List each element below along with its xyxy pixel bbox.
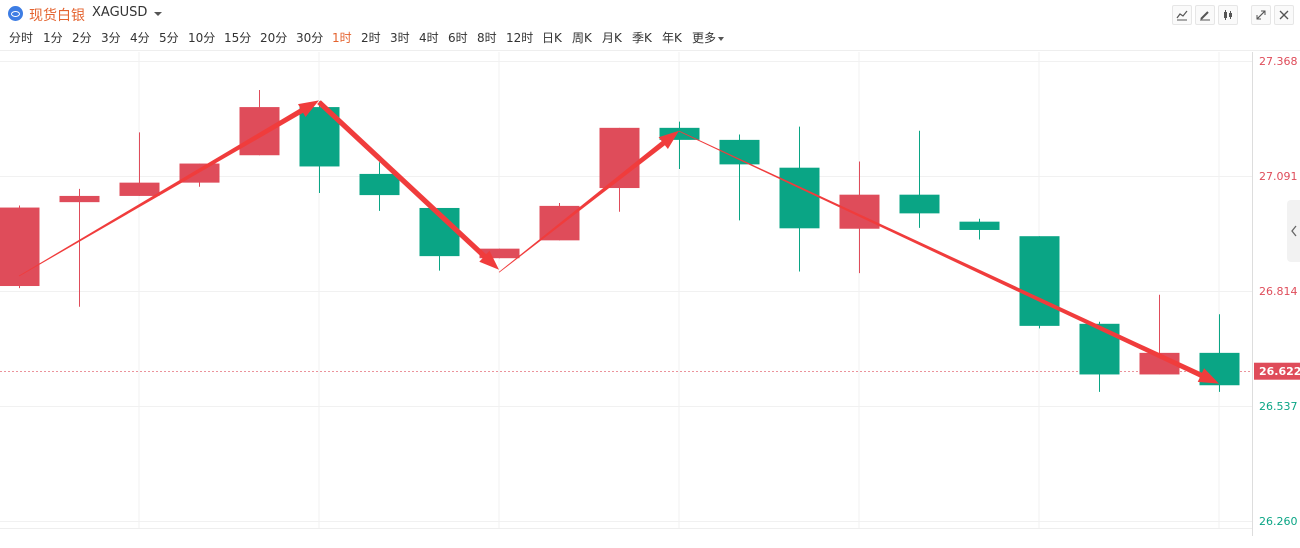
current-price-badge [1254, 362, 1300, 380]
candle-body [719, 139, 760, 165]
candle-down [719, 134, 760, 221]
close-icon[interactable] [1274, 5, 1294, 25]
candle-up [59, 188, 100, 307]
candle-body [59, 195, 100, 203]
candle-down [1019, 236, 1060, 329]
chart-header: 现货白银 XAGUSD [0, 0, 1300, 26]
period-tab[interactable]: 分时 [9, 31, 34, 45]
candle-body [239, 107, 280, 156]
candle-up [119, 132, 160, 196]
symbol-code[interactable]: XAGUSD [92, 5, 148, 20]
grid [0, 52, 1253, 536]
indicator-icon[interactable] [1172, 5, 1192, 25]
trend-arrow [317, 100, 499, 270]
period-tab[interactable]: 2时 [361, 31, 381, 45]
candle-down [359, 162, 400, 211]
current-price-label: 26.622 [1259, 365, 1300, 378]
period-tab[interactable]: 3时 [390, 31, 410, 45]
header-divider [0, 50, 1300, 51]
side-panel-toggle[interactable] [1287, 200, 1300, 262]
period-tab[interactable]: 15分 [224, 31, 252, 45]
more-periods-label: 更多 [692, 31, 717, 45]
period-tab-active[interactable]: 1时 [332, 31, 352, 45]
candle-body [839, 194, 880, 229]
period-tab[interactable]: 30分 [296, 31, 324, 45]
period-tab[interactable]: 年K [662, 31, 682, 45]
period-tab[interactable]: 20分 [260, 31, 288, 45]
fullscreen-icon[interactable] [1251, 5, 1271, 25]
candle-body [119, 182, 160, 196]
chevron-left-icon [1290, 225, 1297, 237]
price-tick-label: 26.260 [1259, 515, 1298, 528]
candle-type-icon[interactable] [1218, 5, 1238, 25]
candle-up [599, 127, 640, 212]
candle-body [959, 221, 1000, 230]
period-tab[interactable]: 月K [602, 31, 622, 45]
candle-body [1019, 236, 1060, 326]
price-tick-label: 27.368 [1259, 55, 1298, 68]
period-tab[interactable]: 5分 [159, 31, 179, 45]
draw-icon[interactable] [1195, 5, 1215, 25]
period-tab[interactable]: 1分 [43, 31, 63, 45]
price-tick-label: 26.537 [1259, 400, 1298, 413]
candle-body [0, 207, 40, 287]
candle-body [1079, 323, 1120, 375]
trend-arrow [678, 130, 1219, 384]
period-tab[interactable]: 3分 [101, 31, 121, 45]
more-periods-button[interactable]: 更多 [692, 29, 725, 46]
silver-logo-icon [8, 6, 23, 21]
candle-down [899, 130, 940, 228]
period-tab[interactable]: 周K [572, 31, 592, 45]
candle-down [959, 218, 1000, 240]
price-tick-label: 26.814 [1259, 285, 1298, 298]
price-tick-label: 27.091 [1259, 170, 1298, 183]
symbol-dropdown-icon[interactable] [154, 12, 162, 16]
candle-body [899, 194, 940, 214]
period-tab[interactable]: 季K [632, 31, 652, 45]
period-tab[interactable]: 4分 [130, 31, 150, 45]
period-tab[interactable]: 2分 [72, 31, 92, 45]
trend-arrows [18, 100, 1219, 384]
candle-body [779, 167, 820, 229]
period-tab[interactable]: 12时 [506, 31, 534, 45]
period-tab[interactable]: 4时 [419, 31, 439, 45]
candle-up [839, 161, 880, 274]
candle-up [179, 163, 220, 187]
trend-arrow [498, 130, 679, 273]
trend-arrow [18, 100, 320, 277]
period-tab[interactable]: 日K [542, 31, 562, 45]
period-tab[interactable]: 8时 [477, 31, 497, 45]
period-tab[interactable]: 10分 [188, 31, 216, 45]
candle-up [239, 90, 280, 156]
candle-up [479, 248, 520, 259]
candle-up [0, 205, 40, 289]
candles [0, 90, 1240, 392]
candle-body [359, 173, 400, 196]
candle-down [779, 126, 820, 272]
price-axis: 27.368 27.091 26.814 26.537 26.260 26.622 [1254, 55, 1300, 528]
chevron-down-icon [718, 36, 725, 41]
candle-body [479, 248, 520, 259]
symbol-name[interactable]: 现货白银 [29, 8, 85, 24]
period-tab[interactable]: 6时 [448, 31, 468, 45]
